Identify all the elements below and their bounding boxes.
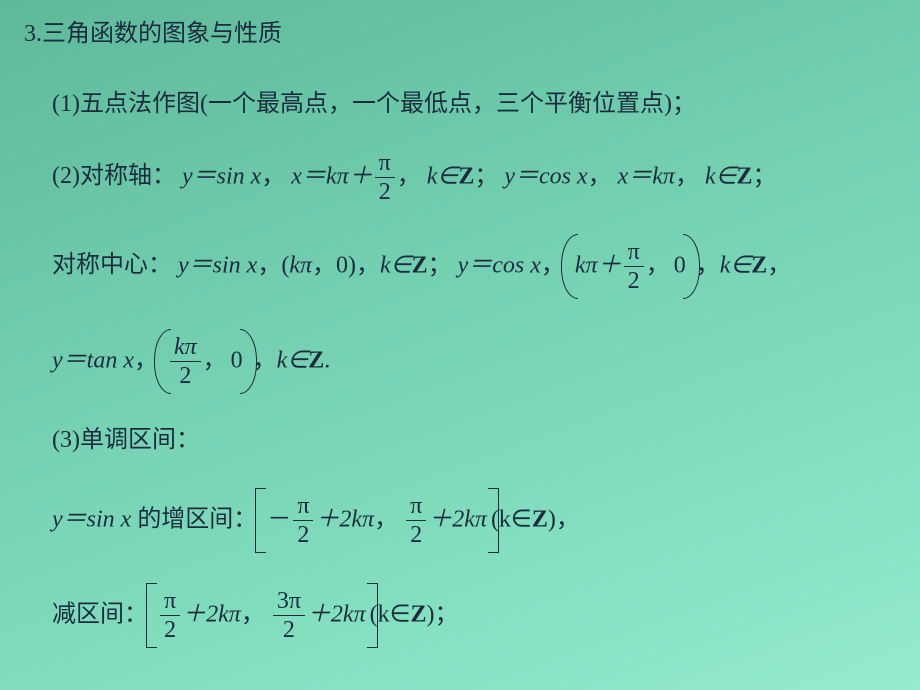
sin-dec-Z: Z [411,601,427,627]
tan-center-paren: kπ2，0 [164,329,247,394]
sin-center-psep: ， [312,253,336,279]
sin-inc-b-tail: ＋2kπ [428,506,487,532]
cos-axis-tail: ， [675,164,699,190]
sin-inc-frac-a: π2 [293,494,313,547]
sin-axis-kin: k∈ [427,164,459,190]
sin-inc-bracket: －π2＋2kπ， π2＋2kπ [263,488,491,553]
sin-dec-sep: ， [241,601,265,627]
sin-dec-a-tail: ＋2kπ [182,601,241,627]
cos-axis-Z: Z [737,164,753,190]
sin-center-Z: Z [412,253,428,279]
item-1-label: (1) [52,91,80,117]
sin-center-kin: k∈ [380,253,412,279]
sin-axis-sep: ， [261,164,285,190]
cos-center-fn: y＝cos x [458,253,541,279]
section-heading: 3.三角函数的图象与性质 [24,18,892,52]
sin-inc-comma: ， [556,506,580,532]
sin-center-fn: y＝sin x [178,253,257,279]
sin-center-close: ) [348,253,356,279]
tan-center-b: 0 [231,348,243,374]
sin-inc-frac-b: π2 [406,494,426,547]
document-page: 3.三角函数的图象与性质 (1)五点法作图(一个最高点，一个最低点，三个平衡位置… [0,0,920,690]
item-1-text: 五点法作图(一个最高点，一个最低点，三个平衡位置点)； [80,91,696,117]
cos-axis-kin: k∈ [705,164,737,190]
heading-number: 3. [24,21,42,47]
sin-center-sep: ， [257,253,281,279]
sin-center-tail: ， [356,253,380,279]
cos-center-b: 0 [674,253,686,279]
sin-dec-frac-b: 3π2 [273,589,305,642]
sin-inc-fn: y＝sin x [52,506,131,532]
sin-dec-pclose: )； [427,601,459,627]
cos-axis-eq: x＝kπ [618,164,675,190]
item-1: (1)五点法作图(一个最高点，一个最低点，三个平衡位置点)； [24,88,892,122]
sin-dec-text: 减区间： [52,601,148,627]
item-2-center-2: y＝tan x， kπ2，0 ，k∈Z. [24,329,892,394]
cos-center-Z: Z [751,253,767,279]
cos-center-frac: π2 [624,240,644,293]
sin-axis-eq: x＝kπ＋ [291,164,372,190]
sin-inc-line: y＝sin x 的增区间： －π2＋2kπ， π2＋2kπ (k∈Z)， [24,488,892,553]
cos-center-kin: k∈ [720,253,752,279]
tan-center-fn: y＝tan x [52,348,134,374]
sin-dec-bracket: π2＋2kπ， 3π2＋2kπ [154,583,370,648]
sin-inc-a-tail: ＋2kπ [315,506,374,532]
axis-label: 对称轴： [80,163,176,189]
item-2-label: (2) [52,163,80,189]
cos-center-comma: ， [767,253,791,279]
item-2-axis: (2)对称轴： y＝sin x， x＝kπ＋π2， k∈Z； y＝cos x， … [24,151,892,204]
sin-axis-fn: y＝sin x [182,164,261,190]
item-3-text: 单调区间： [80,427,200,453]
item-2-center-1: 对称中心： y＝sin x，(kπ，0)，k∈Z； y＝cos x， kπ＋π2… [24,234,892,299]
sin-inc-sign: － [267,506,291,532]
tan-center-psep: ， [203,348,227,374]
tan-center-dot: . [324,348,330,374]
sin-dec-line: 减区间： π2＋2kπ， 3π2＋2kπ (k∈Z)； [24,583,892,648]
sin-center-semi: ； [428,253,452,279]
sin-inc-mid: 的增区间： [131,506,257,532]
sin-dec-b-tail: ＋2kπ [307,601,366,627]
sin-dec-frac-a: π2 [160,589,180,642]
tan-center-frac: kπ2 [170,335,201,388]
cos-axis-sep: ， [588,164,612,190]
sin-center-b: 0 [336,253,348,279]
cos-center-a-prefix: kπ＋ [575,253,622,279]
sin-inc-Z: Z [532,506,548,532]
cos-axis-fn: y＝cos x [504,164,587,190]
heading-title: 三角函数的图象与性质 [42,21,282,47]
tan-center-kin: k∈ [277,348,309,374]
center-label: 对称中心： [52,252,172,278]
sin-axis-Z: Z [458,164,474,190]
sin-axis-semi: ； [474,164,498,190]
item-3-title: (3)单调区间： [24,424,892,458]
item-3-label: (3) [52,427,80,453]
tan-center-Z: Z [308,348,324,374]
sin-axis-tail: ， [397,164,421,190]
cos-center-paren: kπ＋π2，0 [571,234,690,299]
cos-center-psep: ， [646,253,670,279]
sin-inc-pclose: ) [548,506,556,532]
sin-inc-sep: ， [374,506,398,532]
sin-axis-frac: π2 [375,151,395,204]
sin-center-a: kπ [289,253,312,279]
cos-axis-semi: ； [753,164,777,190]
